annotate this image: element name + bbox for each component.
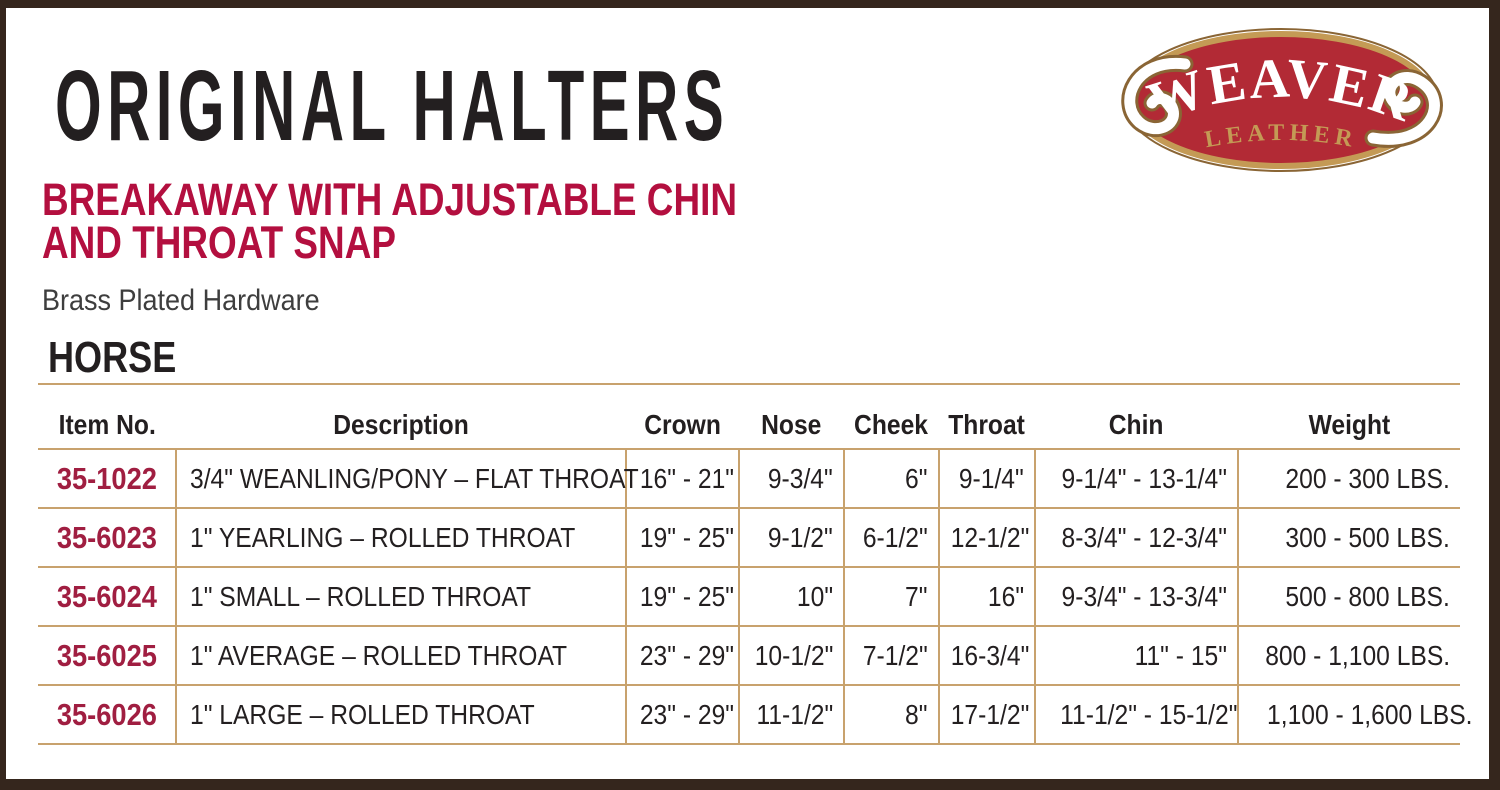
- column-header-crown: Crown: [625, 383, 740, 450]
- weight-cell: 800 - 1,100 LBS.: [1236, 626, 1460, 686]
- hardware-tagline: Brass Plated Hardware: [42, 284, 320, 317]
- spec-table: Item No. Description Crown Nose Cheek Th…: [38, 383, 1473, 745]
- header-row: Item No. Description Crown Nose Cheek Th…: [38, 383, 1460, 450]
- nose-cell: 9-3/4": [738, 449, 844, 509]
- subtitle-line-2: AND THROAT SNAP: [42, 217, 396, 268]
- weaver-leather-logo: WEAVER LEATHER: [1121, 28, 1443, 172]
- item-number-cell: 35-6026: [38, 685, 176, 745]
- throat-cell: 17-1/2": [937, 685, 1035, 745]
- description-cell: 3/4" WEANLING/PONY – FLAT THROAT: [174, 449, 639, 509]
- description-cell: 1" SMALL – ROLLED THROAT: [174, 567, 626, 627]
- description-cell: 1" YEARLING – ROLLED THROAT: [174, 508, 626, 568]
- description-cell: 1" LARGE – ROLLED THROAT: [174, 685, 626, 745]
- item-number-cell: 35-6025: [38, 626, 176, 686]
- column-header-weight: Weight: [1237, 383, 1460, 450]
- item-number-cell: 35-6023: [38, 508, 176, 568]
- cheek-cell: 8": [842, 685, 939, 745]
- table-row: 35-1022 3/4" WEANLING/PONY – FLAT THROAT…: [38, 449, 1460, 509]
- section-heading: HORSE: [48, 333, 177, 382]
- nose-cell: 11-1/2": [738, 685, 844, 745]
- column-header-item-no: Item No.: [38, 383, 176, 450]
- chin-cell: 9-1/4" - 13-1/4": [1033, 449, 1238, 509]
- throat-cell: 16-3/4": [937, 626, 1035, 686]
- table-row: 35-6023 1" YEARLING – ROLLED THROAT 19" …: [38, 508, 1460, 568]
- chin-cell: 8-3/4" - 12-3/4": [1033, 508, 1238, 568]
- table-row: 35-6025 1" AVERAGE – ROLLED THROAT 23" -…: [38, 626, 1460, 686]
- crown-cell: 23" - 29": [624, 626, 740, 686]
- cheek-cell: 7": [842, 567, 939, 627]
- logo-flourish-right-icon: [1364, 69, 1443, 148]
- weight-cell: 200 - 300 LBS.: [1236, 449, 1460, 509]
- column-header-throat: Throat: [938, 383, 1035, 450]
- logo-flourish-left-icon: [1121, 55, 1194, 138]
- weight-cell: 300 - 500 LBS.: [1236, 508, 1460, 568]
- weight-cell: 500 - 800 LBS.: [1236, 567, 1460, 627]
- crown-cell: 16" - 21": [624, 449, 740, 509]
- chin-cell: 9-3/4" - 13-3/4": [1033, 567, 1238, 627]
- spec-table-wrapper: Item No. Description Crown Nose Cheek Th…: [38, 383, 1473, 745]
- crown-cell: 23" - 29": [624, 685, 740, 745]
- crown-cell: 19" - 25": [624, 567, 740, 627]
- nose-cell: 10-1/2": [738, 626, 844, 686]
- cheek-cell: 7-1/2": [842, 626, 939, 686]
- crown-cell: 19" - 25": [624, 508, 740, 568]
- nose-cell: 10": [738, 567, 844, 627]
- weight-cell: 1,100 - 1,600 LBS.: [1236, 685, 1473, 745]
- throat-cell: 16": [937, 567, 1035, 627]
- table-row: 35-6026 1" LARGE – ROLLED THROAT 23" - 2…: [38, 685, 1473, 745]
- item-number-cell: 35-6024: [38, 567, 176, 627]
- product-title: ORIGINAL HALTERS: [55, 50, 730, 162]
- column-header-nose: Nose: [739, 383, 844, 450]
- column-header-description: Description: [175, 383, 626, 450]
- column-header-chin: Chin: [1034, 383, 1238, 450]
- cheek-cell: 6-1/2": [842, 508, 939, 568]
- description-cell: 1" AVERAGE – ROLLED THROAT: [174, 626, 626, 686]
- chin-cell: 11" - 15": [1033, 626, 1238, 686]
- throat-cell: 12-1/2": [937, 508, 1035, 568]
- subtitle-line-1: BREAKAWAY WITH ADJUSTABLE CHIN: [42, 174, 738, 225]
- column-header-cheek: Cheek: [843, 383, 939, 450]
- chin-cell: 11-1/2" - 15-1/2": [1033, 685, 1238, 745]
- cheek-cell: 6": [842, 449, 939, 509]
- item-number-cell: 35-1022: [38, 449, 176, 509]
- table-row: 35-6024 1" SMALL – ROLLED THROAT 19" - 2…: [38, 567, 1460, 627]
- product-subtitle: BREAKAWAY WITH ADJUSTABLE CHIN AND THROA…: [42, 174, 738, 268]
- nose-cell: 9-1/2": [738, 508, 844, 568]
- throat-cell: 9-1/4": [937, 449, 1035, 509]
